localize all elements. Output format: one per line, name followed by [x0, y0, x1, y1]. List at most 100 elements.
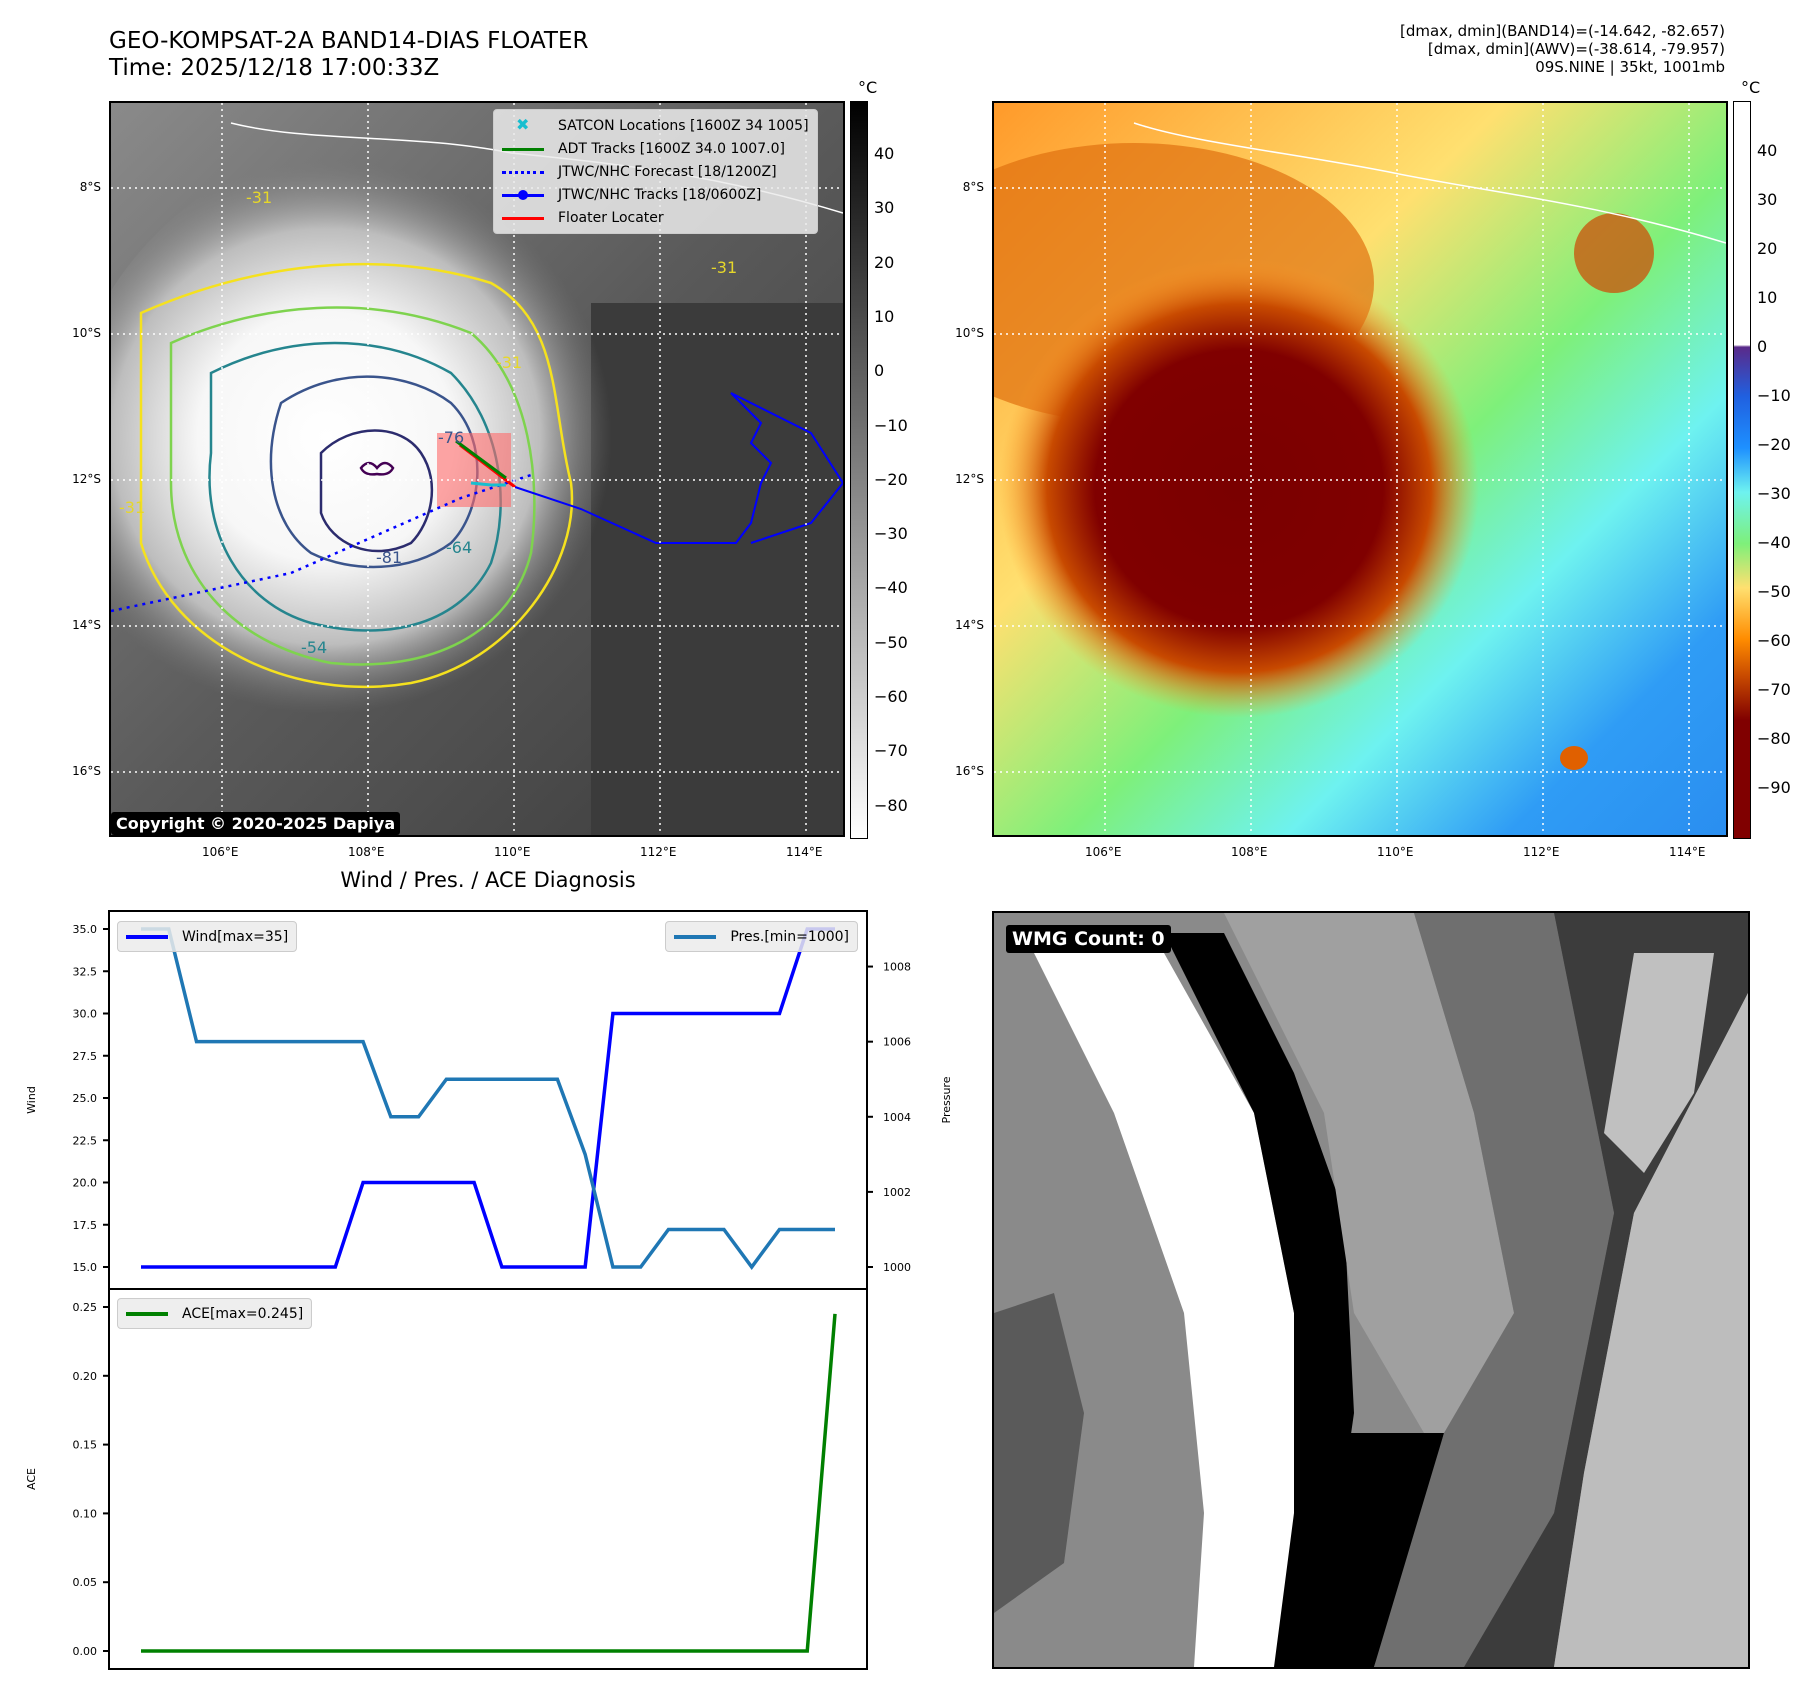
colorbar-tick-label: 40 [874, 144, 895, 163]
pressure-tick-label: 1008 [883, 961, 911, 974]
colorbar-tick-label: −60 [874, 687, 908, 706]
colorbar-tick-label: 10 [1757, 288, 1778, 307]
lon-tick-label: 106°E [1085, 845, 1122, 859]
x-marker-icon: ✖ [516, 114, 530, 134]
lon-tick-label: 108°E [348, 845, 385, 859]
cold-cell [1574, 213, 1654, 293]
cold-cell [1560, 746, 1588, 770]
pressure-tick-label: 1002 [883, 1186, 911, 1199]
contour-label: -31 [119, 498, 145, 517]
contour-label: -54 [301, 638, 327, 657]
colorbar-tick-label: −20 [1757, 435, 1791, 454]
lat-tick-label: 14°S [72, 618, 101, 632]
colorbar-tick-label: −70 [1757, 680, 1791, 699]
line-icon [126, 1307, 168, 1321]
contour-core [359, 461, 395, 476]
colorbar-tick-label: 20 [1757, 239, 1778, 258]
colorbar-tick-label: −40 [1757, 533, 1791, 552]
title-line-1: GEO-KOMPSAT-2A BAND14-DIAS FLOATER [109, 28, 589, 54]
lon-tick-label: 110°E [494, 845, 531, 859]
lon-tick-label: 112°E [640, 845, 677, 859]
line-icon [502, 211, 544, 225]
lon-tick-label: 112°E [1523, 845, 1560, 859]
ace-tick-label: 0.00 [73, 1645, 98, 1658]
colorbar-tick-label: −80 [1757, 729, 1791, 748]
wind-series-line [141, 927, 835, 1269]
ir-color-map[interactable] [992, 101, 1728, 837]
ace-tick-label: 0.15 [73, 1439, 98, 1452]
pressure-axis-label: Pressure [940, 1076, 953, 1123]
ace-axis-label: ACE [25, 1468, 38, 1490]
wind-tick-label: 30.0 [73, 1008, 98, 1021]
colorbar-tick-label: −40 [874, 578, 908, 598]
pressure-tick-label: 1006 [883, 1036, 911, 1049]
lat-tick-label: 12°S [955, 472, 984, 486]
colorbar-tick-label: 30 [874, 198, 895, 218]
contour-label: -31 [496, 353, 522, 372]
info-block: [dmax, dmin](BAND14)=(-14.642, -82.657) … [1400, 22, 1725, 76]
lat-tick-label: 8°S [962, 180, 984, 194]
wind-tick-label: 27.5 [73, 1050, 98, 1063]
colorbar-tick-label: −10 [1757, 386, 1791, 405]
colorbar-unit: °C [1741, 78, 1761, 97]
wmg-light-patch [1604, 953, 1714, 1173]
contour-label: -31 [711, 258, 737, 277]
satcon-locations [470, 481, 506, 487]
colorbar-tick-label: 20 [874, 252, 895, 272]
colorbar-tick-label: 0 [1757, 337, 1768, 356]
adt-track-line [455, 439, 507, 480]
wmg-lightgray-band [1224, 913, 1514, 1433]
legend-item-satcon: ✖ SATCON Locations [1600Z 34 1005] [502, 114, 809, 137]
legend-item-forecast: JTWC/NHC Forecast [18/1200Z] [502, 160, 809, 183]
wmg-dark-patch [994, 1293, 1084, 1613]
lat-tick-label: 14°S [955, 618, 984, 632]
cold-core-region [999, 258, 1479, 718]
colorbar-tick-label: −20 [874, 469, 908, 489]
lat-tick-label: 16°S [72, 764, 101, 778]
wind-tick-label: 25.0 [73, 1092, 98, 1105]
lon-tick-label: 114°E [786, 845, 823, 859]
graticule [994, 103, 1726, 835]
ace-tick-label: 0.05 [73, 1576, 98, 1589]
colorbar-tick-label: −80 [874, 795, 908, 815]
wmg-black-patch [1284, 1433, 1444, 1667]
contour-label: -31 [246, 188, 272, 207]
lon-tick-label: 106°E [202, 845, 239, 859]
wmg-count-label: WMG Count: 0 [1006, 925, 1171, 953]
colorbar-tick-label: 40 [1757, 141, 1778, 160]
ace-tick-label: 0.20 [73, 1370, 98, 1383]
wmg-black-band [1164, 933, 1354, 1667]
colorbar-tick-label: −70 [874, 741, 908, 761]
wmg-panel[interactable]: WMG Count: 0 [992, 911, 1750, 1669]
wind-legend: Wind[max=35] [117, 921, 298, 952]
contour-minus-76 [269, 375, 479, 569]
contour-label: -81 [376, 548, 402, 567]
colorbar-unit: °C [858, 78, 878, 97]
lon-tick-label: 114°E [1669, 845, 1706, 859]
contour-minus-81 [319, 429, 434, 553]
wind-tick-label: 32.5 [73, 965, 98, 978]
wind-axis-label: Wind [25, 1086, 38, 1114]
wind-tick-label: 22.5 [73, 1134, 98, 1147]
colorbar-tick-label: −30 [874, 524, 908, 544]
pressure-series-line [141, 927, 835, 1270]
colorbar-tick-label: 30 [1757, 190, 1778, 209]
figure-title: GEO-KOMPSAT-2A BAND14-DIAS FLOATER Time:… [109, 28, 589, 82]
line-icon [674, 930, 717, 944]
pressure-legend: Pres.[min=1000] [665, 921, 858, 952]
wind-tick-label: 15.0 [73, 1261, 98, 1274]
lon-tick-label: 108°E [1231, 845, 1268, 859]
wmg-white-band [1034, 953, 1304, 1667]
pressure-tick-label: 1000 [883, 1261, 911, 1274]
info-band14-range: [dmax, dmin](BAND14)=(-14.642, -82.657) [1400, 22, 1725, 40]
line-icon [126, 930, 168, 944]
map-legend: ✖ SATCON Locations [1600Z 34 1005] ADT T… [493, 109, 818, 234]
dotted-line-icon [502, 165, 544, 179]
colorbar-tick-label: −60 [1757, 631, 1791, 650]
pressure-tick-label: 1004 [883, 1111, 911, 1124]
lat-tick-label: 10°S [72, 326, 101, 340]
lat-tick-label: 16°S [955, 764, 984, 778]
wind-tick-label: 17.5 [73, 1219, 98, 1232]
colorbar-tick-label: −10 [874, 415, 908, 435]
ir-grayscale-map[interactable]: -31 -31 -31 -31 -54 -64 -76 -81 ✖ SATCON… [109, 101, 845, 837]
